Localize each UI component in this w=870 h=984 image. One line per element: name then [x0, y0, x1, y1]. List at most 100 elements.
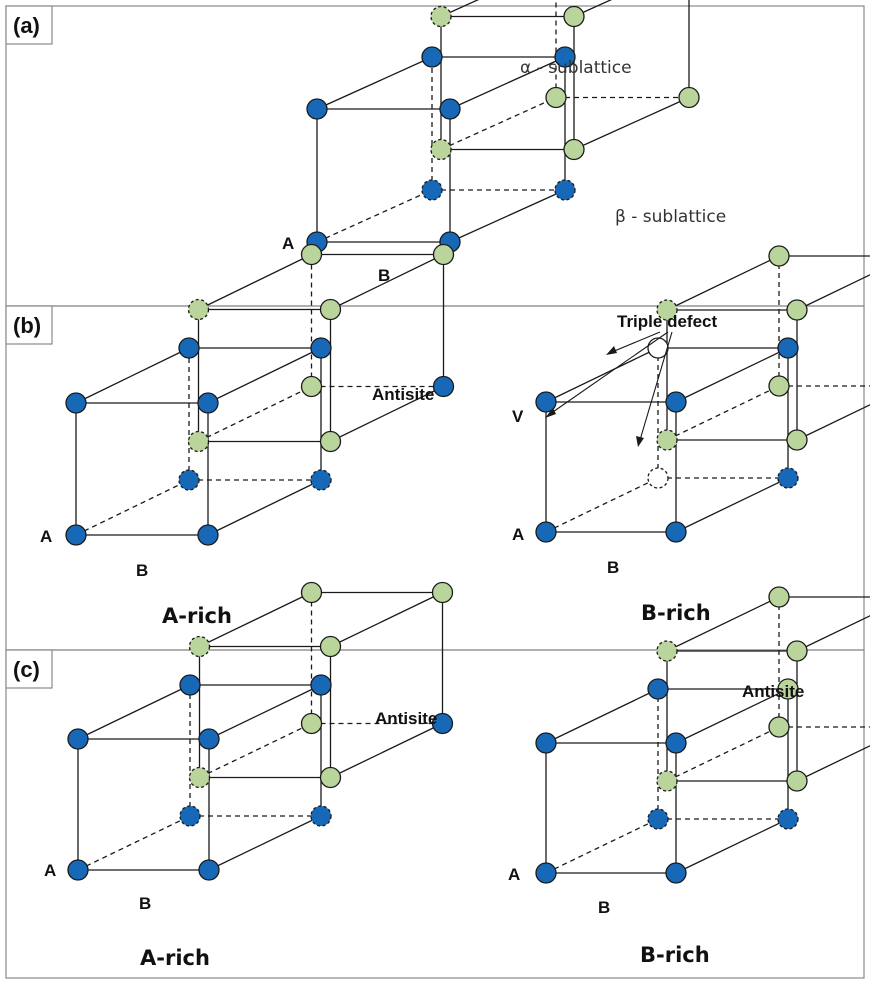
beta-site-6-b-atom	[768, 245, 790, 267]
triple-defect-label: Triple defect	[617, 312, 717, 331]
antisite-label-b-left: Antisite	[372, 385, 434, 404]
panel-c-frame	[5, 649, 865, 979]
panel-b-label-box	[5, 305, 53, 345]
alpha-site-2-a-atom	[67, 728, 89, 750]
alpha-sublattice-edge-10	[545, 347, 659, 403]
beta-sublattice-edge-8-hidden	[666, 726, 780, 782]
beta-site-4-b-atom	[300, 375, 323, 398]
alpha-sublattice-edge-8-hidden	[75, 479, 190, 536]
beta-site-2-b-atom	[188, 635, 211, 658]
alpha-sublattice-edge-8-hidden	[545, 477, 659, 533]
beta-sublattice-edge-9	[796, 745, 870, 782]
beta-site-3-b-atom	[563, 5, 585, 28]
beta-site-1-b-atom	[786, 770, 808, 792]
alpha-site-5-a-atom	[777, 467, 799, 489]
alpha-site-1-a-atom	[665, 862, 687, 884]
alpha-site-5-a-atom	[310, 469, 332, 491]
alpha-sublattice-edge-10	[316, 56, 433, 110]
beta-site-2-b-atom	[656, 640, 678, 662]
beta-site-0-b-atom	[187, 430, 210, 453]
beta-sublattice-edge-9	[330, 722, 443, 779]
site-label-b-b-right: B	[607, 558, 619, 577]
beta-site-5-a-atom	[431, 712, 454, 735]
beta-site-4-b-atom	[300, 712, 323, 735]
alpha-site-2-a-atom	[306, 98, 328, 120]
alpha-sublattice-edge-10	[77, 684, 191, 740]
alpha-site-4-a-atom	[647, 808, 669, 830]
beta-site-4-b-atom	[768, 716, 790, 738]
alpha-site-2-a-atom	[535, 732, 557, 754]
site-label-b-b-left: B	[136, 561, 148, 580]
beta-site-0-b-atom	[188, 766, 211, 789]
beta-sublattice-edge-9	[573, 96, 690, 151]
alpha-site-3-a-atom	[439, 98, 461, 120]
site-label-b-c-right: B	[598, 898, 610, 917]
alpha-site-4-a-atom	[179, 805, 201, 827]
beta-site-1-b-atom	[563, 138, 585, 161]
alpha-site-7-a-atom	[310, 674, 332, 696]
alpha-sublattice-label: α - sublattice	[520, 58, 632, 78]
beta-site-4-b-atom	[545, 86, 567, 109]
lattice-cube-b-b-rich	[535, 245, 870, 543]
lattice-cube-b-a-rich	[65, 243, 455, 546]
beta-sublattice-edge-10	[440, 0, 480, 18]
alpha-site-6-a-atom	[421, 46, 443, 68]
site-label-v: V	[512, 407, 524, 426]
beta-site-1-b-atom	[319, 430, 342, 453]
beta-sublattice-edge-11	[330, 591, 443, 648]
arrowhead-v-lower	[545, 408, 556, 418]
caption-c-left: A-rich	[140, 946, 210, 970]
beta-sublattice-edge-11	[330, 253, 444, 311]
alpha-site-3-a-atom	[665, 732, 687, 754]
arrowhead-v-upper	[606, 346, 617, 355]
beta-site-6-b-atom	[300, 581, 323, 604]
alpha-site-4-a-atom	[178, 469, 200, 491]
alpha-sublattice-edge-8-hidden	[316, 189, 433, 243]
alpha-site-2-a-atom	[65, 392, 87, 414]
site-label-a-b-left: A	[40, 527, 52, 546]
antisite-label-c-left: Antisite	[375, 709, 437, 728]
beta-site-3-b-atom	[319, 298, 342, 321]
alpha-sublattice-edge-9	[675, 818, 789, 874]
alpha-site-5-a-atom	[777, 808, 799, 830]
alpha-site-0-a-atom	[535, 862, 557, 884]
beta-sublattice-edge-9	[796, 404, 870, 441]
alpha-sublattice-edge-8-hidden	[77, 815, 191, 871]
beta-sublattice-edge-10	[198, 253, 312, 311]
antisite-label-c-right: Antisite	[742, 682, 804, 701]
beta-site-7-b-atom	[431, 581, 454, 604]
beta-site-0-b-atom	[656, 429, 678, 451]
beta-site-6-b-atom	[768, 586, 790, 608]
panel-c-label-box	[5, 649, 53, 689]
lattice-cube-c-b-rich	[535, 586, 870, 884]
alpha-site-0-a-atom	[535, 521, 557, 543]
beta-sublattice-edge-8-hidden	[198, 385, 312, 443]
alpha-site-5-a-atom	[310, 805, 332, 827]
beta-sublattice-edge-9	[330, 385, 444, 443]
beta-site-2-b-atom	[656, 299, 678, 321]
alpha-site-1-a-atom	[198, 859, 220, 881]
site-label-b: B	[378, 266, 390, 285]
alpha-sublattice-edge-8-hidden	[545, 818, 659, 874]
beta-site-3-b-atom	[786, 640, 808, 662]
lattice-cube-panel-a	[306, 0, 700, 253]
panel-c-label: (c)	[13, 657, 40, 682]
beta-site-7-b-atom	[432, 243, 455, 266]
beta-sublattice-edge-11	[796, 274, 870, 311]
caption-c-right: B-rich	[640, 943, 710, 967]
alpha-sublattice-edge-10	[545, 688, 659, 744]
alpha-sublattice-edge-10	[75, 347, 190, 404]
alpha-sublattice-edge-11	[208, 684, 322, 740]
beta-site-3-b-atom	[786, 299, 808, 321]
beta-sublattice-edge-10	[199, 591, 312, 648]
beta-site-2-b-atom	[187, 298, 210, 321]
triple-defect-arrow-to-antisite	[639, 331, 673, 441]
beta-sublattice-edge-10	[666, 596, 780, 652]
caption-b-left: A-rich	[162, 604, 232, 628]
beta-site-4-b-atom	[768, 375, 790, 397]
alpha-site-6-a-atom	[179, 674, 201, 696]
alpha-site-7-a-atom	[554, 46, 576, 68]
site-label-a-c-right: A	[508, 865, 520, 884]
panel-a-label-box	[5, 5, 53, 45]
alpha-site-4-a-atom	[421, 179, 443, 201]
